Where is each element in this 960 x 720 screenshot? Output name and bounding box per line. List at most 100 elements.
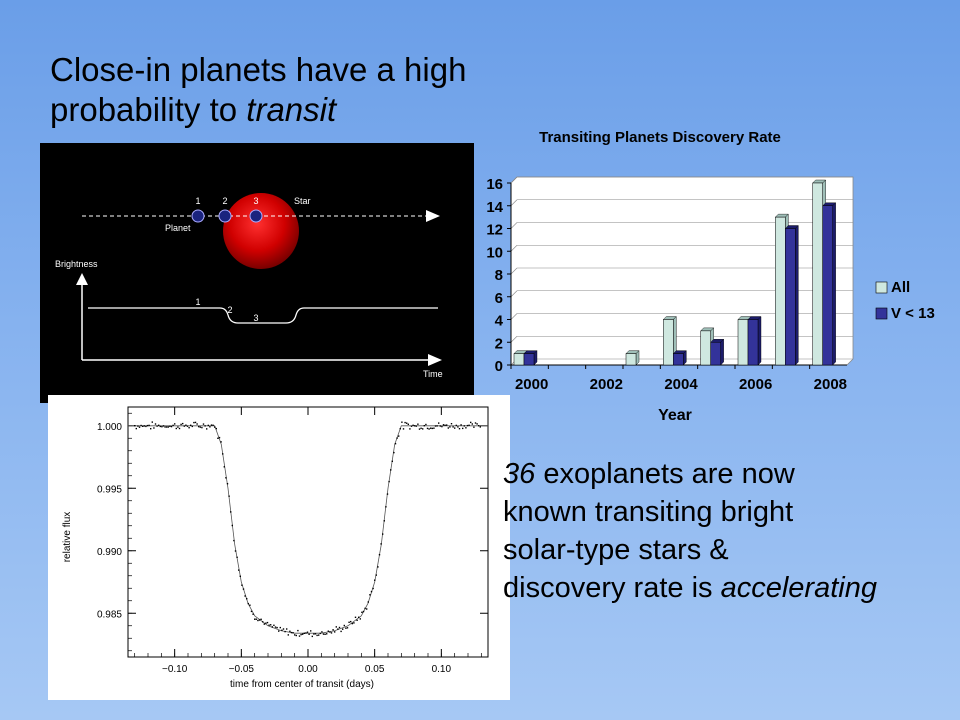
bar-ytick-label: 6	[495, 290, 503, 307]
bar-xtick-label: 2002	[590, 376, 623, 393]
lc-data-point	[372, 587, 374, 590]
lc-data-point	[158, 424, 160, 426]
lc-data-point	[145, 425, 147, 428]
lc-data-point	[239, 575, 241, 577]
lc-data-point	[436, 425, 438, 427]
lc-data-point	[255, 618, 257, 620]
lc-data-point	[383, 520, 385, 522]
lc-data-point	[191, 425, 193, 428]
lc-data-point	[292, 632, 294, 634]
lc-data-point	[354, 616, 357, 618]
lc-data-point	[290, 631, 293, 634]
lc-data-point	[367, 601, 369, 603]
lc-data-point	[185, 424, 187, 426]
lc-data-point	[276, 626, 278, 629]
lc-data-point	[150, 428, 152, 430]
lc-data-point	[374, 579, 376, 581]
lc-data-point	[206, 428, 208, 430]
bar-v13-2004	[673, 353, 684, 366]
lc-data-point	[217, 437, 219, 439]
lc-data-point	[410, 425, 413, 427]
bar-grid-diagonal	[510, 290, 518, 297]
lc-data-point	[238, 569, 240, 571]
bar-ytick-label: 10	[486, 244, 503, 261]
lc-data-point	[303, 632, 305, 634]
lc-data-point	[364, 607, 366, 610]
lc-ytick-label: 1.000	[97, 422, 122, 433]
bar-v13-2000	[523, 353, 535, 366]
lc-data-point	[172, 424, 174, 427]
body-line-1: exoplanets are now	[535, 458, 795, 490]
lc-data-point	[425, 423, 427, 426]
lc-data-point	[271, 626, 273, 628]
lc-data-point	[394, 443, 397, 445]
lc-xtick-label: −0.05	[229, 664, 255, 675]
bar-side-face	[720, 338, 724, 366]
lc-data-point	[316, 634, 318, 637]
lc-data-point	[396, 437, 398, 439]
lc-data-point	[281, 629, 283, 631]
lc-data-point	[151, 421, 153, 423]
bar-all-2007	[775, 216, 786, 366]
lc-data-point	[319, 632, 321, 635]
lc-data-point	[455, 424, 457, 427]
lc-observations	[134, 421, 481, 638]
lc-data-point	[388, 480, 390, 483]
lc-data-point	[295, 634, 297, 637]
lc-data-point	[470, 421, 472, 424]
lc-data-point	[468, 424, 470, 426]
lc-data-point	[399, 428, 401, 430]
lc-ytick-label: 0.985	[97, 609, 122, 620]
lc-data-point	[196, 423, 198, 425]
bar-v13-2006	[747, 319, 759, 366]
lc-xtick-label: 0.00	[298, 664, 318, 675]
lc-data-point	[257, 619, 259, 622]
lc-data-point	[199, 426, 201, 428]
bar-v13-2008	[822, 205, 833, 366]
body-emphasis: accelerating	[720, 572, 877, 604]
position-label-1: 1	[195, 196, 200, 206]
bar-xtick-label: 2000	[515, 376, 548, 393]
lc-data-point	[306, 631, 309, 633]
lc-data-point	[431, 427, 433, 430]
lc-data-point	[458, 428, 461, 430]
lc-data-point	[231, 524, 233, 527]
body-count: 36	[503, 458, 536, 490]
lc-data-point	[393, 451, 395, 454]
lc-data-point	[380, 543, 382, 545]
bar-grid-diagonal	[510, 267, 518, 275]
lc-data-point	[423, 425, 425, 427]
lc-xtick-label: −0.10	[162, 664, 188, 675]
body-line-3: solar-type stars &	[503, 534, 729, 566]
bar-ytick-label: 12	[486, 222, 503, 239]
lc-data-point	[246, 598, 248, 600]
lc-data-point	[218, 436, 221, 439]
lc-data-point	[430, 427, 432, 429]
lc-data-point	[262, 621, 264, 623]
diagram-background	[40, 143, 474, 403]
bar-all-2003	[625, 353, 637, 366]
lc-data-point	[398, 435, 400, 437]
curve-label-3: 3	[253, 313, 258, 323]
lc-data-point	[265, 622, 267, 624]
lc-data-point	[274, 626, 277, 628]
lc-data-point	[167, 426, 169, 428]
lc-data-point	[258, 619, 261, 621]
lc-data-point	[254, 618, 256, 620]
lc-data-point	[375, 574, 377, 576]
lc-data-point	[156, 425, 158, 427]
lc-data-point	[454, 427, 456, 429]
lc-data-point	[321, 631, 323, 633]
lc-data-point	[294, 634, 296, 636]
lc-data-point	[414, 425, 416, 427]
lc-data-point	[322, 633, 325, 635]
lc-data-point	[457, 426, 459, 428]
planet-label: Planet	[165, 223, 191, 233]
lc-data-point	[378, 554, 381, 556]
lc-data-point	[466, 424, 469, 427]
lc-data-point	[465, 427, 467, 429]
lc-data-point	[162, 425, 165, 427]
lc-data-point	[447, 427, 449, 429]
lc-data-point	[420, 427, 422, 429]
lc-data-point	[244, 595, 246, 597]
